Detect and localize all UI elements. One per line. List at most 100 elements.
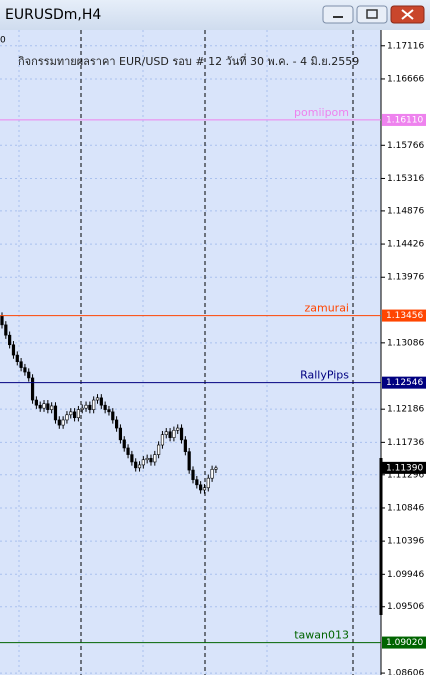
candle-body [15,354,19,363]
grid [0,45,381,674]
y-tick-label: 1.15766 [387,141,424,151]
candle-body [187,451,191,471]
candle-body [126,447,130,455]
level-name: zamurai [304,302,349,315]
candle-body [76,409,80,419]
level-price-label: 1.12546 [386,378,423,388]
candle-body [183,439,187,452]
y-tick-label: 1.11736 [387,438,424,448]
current-price-label: 1.11390 [386,463,423,473]
candle-body [72,411,77,419]
candle-body [84,404,88,409]
candle-body [19,361,23,368]
level-price-label: 1.09020 [386,638,423,648]
candle-body [115,419,119,429]
chart-area [0,30,381,675]
y-tick-label: 1.10396 [387,537,424,547]
level-name: RallyPips [300,369,349,382]
candle-body [8,334,12,346]
candle-body [149,457,153,463]
candle-body [69,411,73,416]
y-tick-label: 1.16666 [387,74,424,84]
candle-body [195,479,199,486]
period-separators [80,30,354,675]
candle-body [111,411,115,421]
annotation: กิจกรรมทายผลราคา EUR/USD รอบ # 12 วันที่… [18,53,360,68]
level-price-box [382,376,426,389]
y-tick-label: 1.15316 [387,174,424,184]
candle-body [107,409,111,413]
candle-body [38,404,42,409]
y-tick-label: 1.09946 [387,570,424,580]
level-price-box [382,636,426,649]
candle-body [168,431,172,438]
candle-body [160,434,165,446]
maximize-button[interactable] [356,5,388,24]
level-price-box [382,113,426,126]
candle-body [11,344,16,356]
candle-body [42,403,46,409]
candle-body [4,324,8,336]
candle-body [172,429,176,438]
candle-body [53,405,58,421]
level-name: pomiipom [294,106,349,119]
candle-body [206,477,210,489]
candle-body [92,399,96,410]
candle-body [27,371,31,379]
candle-body [80,407,84,410]
y-tick-label: 1.08606 [387,669,424,675]
y-tick-label: 1.14876 [387,206,424,216]
candle-body [199,484,203,491]
candle-body [46,403,50,410]
candle-body [141,459,145,466]
candle-body [99,397,103,406]
corner-label: 0 [0,36,6,46]
close-icon [401,9,414,20]
candle-body [95,397,100,401]
y-tick-label: 1.13976 [387,273,424,283]
candle-body [179,427,184,441]
maximize-icon [366,9,378,19]
candle-body [30,377,35,401]
candle-body [50,405,54,410]
candle-body [157,444,161,455]
level-price-box [382,309,426,322]
level-name: tawan013 [294,629,349,642]
window-title: EURUSDm,H4 [5,7,101,23]
y-tick-label: 1.13086 [387,338,424,348]
y-tick-label: 1.09506 [387,602,424,612]
candle-body [134,461,138,469]
candle-body [164,431,168,435]
candle-body [57,419,61,426]
minimize-button[interactable] [322,5,354,24]
candle-body [153,454,157,463]
candle-body [202,487,207,491]
candle-body [61,419,65,426]
candle-body [122,439,126,449]
candle-body [145,457,149,461]
candle-body [176,427,180,431]
level-price-label: 1.16110 [386,115,423,125]
candle-body [137,464,142,469]
candle-body [191,469,195,480]
candle-body [34,399,38,406]
price-axis [381,30,430,675]
candle-body [214,467,218,470]
y-tick-label: 1.10846 [387,503,424,513]
y-tick-label: 1.12186 [387,405,424,415]
candle-body [88,404,92,410]
current-price-box [382,461,426,474]
candle-body [210,469,214,479]
level-price-label: 1.13456 [386,311,423,321]
y-tick-label: 1.17116 [387,41,424,51]
y-tick-label: 1.14426 [387,240,424,250]
y-tick-label: 1.11296 [387,470,424,480]
candle-body [130,454,134,463]
candle-body [118,427,123,441]
candle-body [65,414,69,421]
candle-body [23,367,27,373]
candle-body [0,315,4,326]
candle-body [103,404,107,410]
